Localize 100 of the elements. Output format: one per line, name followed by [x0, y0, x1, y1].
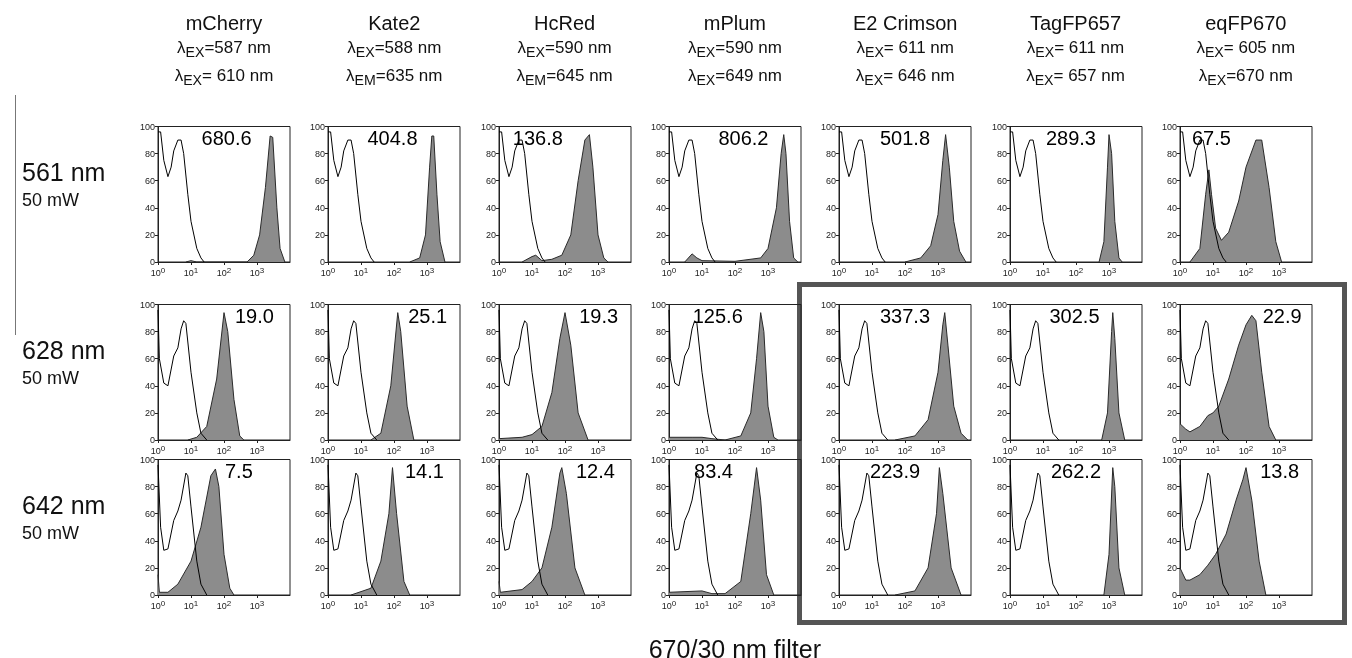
chart-title: Kate2: [367, 11, 422, 36]
y-tick-label: 60: [485, 508, 496, 519]
y-tick-label: 100: [1161, 299, 1177, 310]
annotation: 125.6: [692, 305, 743, 327]
y-tick-label: 60: [144, 175, 155, 186]
y-tick-label: 60: [655, 508, 666, 519]
text: λ$_{EX}$=590 nm λ$_{EX}$=649 nm: [687, 38, 782, 89]
y-tick-label: 20: [144, 407, 155, 418]
text: λ$_{EX}$=588 nm λ$_{EM}$=635 nm: [346, 38, 443, 89]
y-tick-label: 100: [1161, 121, 1177, 132]
y-tick-label: 0: [660, 435, 666, 445]
y-axis-title: 628 nm 50 mW: [22, 335, 107, 390]
annotation: 223.9: [870, 460, 921, 482]
y-tick-label: 20: [655, 229, 666, 240]
y-tick-label: 0: [1171, 257, 1177, 267]
y-tick-label: 0: [1001, 257, 1007, 267]
y-tick-label: 100: [310, 121, 326, 132]
y-tick-label: 100: [650, 299, 666, 310]
y-tick-label: 40: [996, 535, 1007, 546]
y-tick-label: 20: [1166, 407, 1177, 418]
y-tick-label: 100: [1161, 454, 1177, 465]
annotation: 337.3: [880, 305, 931, 327]
annotation: 19.3: [578, 305, 618, 327]
y-tick-label: 60: [315, 508, 326, 519]
y-tick-label: 80: [315, 148, 326, 159]
y-tick-label: 0: [660, 257, 666, 267]
y-tick-label: 60: [655, 353, 666, 364]
y-tick-label: 60: [826, 175, 837, 186]
line-series: [498, 464, 548, 596]
y-tick-label: 40: [485, 380, 496, 391]
y-tick-label: 100: [310, 454, 326, 465]
y-tick-label: 60: [996, 353, 1007, 364]
y-tick-label: 40: [1166, 380, 1177, 391]
y-tick-label: 80: [655, 326, 666, 337]
y-tick-label: 60: [144, 353, 155, 364]
y-tick-label: 40: [315, 535, 326, 546]
y-tick-label: 80: [315, 326, 326, 337]
y-tick-label: 40: [485, 202, 496, 213]
y-tick-label: 40: [144, 380, 155, 391]
y-tick-label: 20: [826, 562, 837, 573]
annotation: 501.8: [880, 127, 931, 149]
y-tick-label: 80: [1166, 326, 1177, 337]
y-tick-label: 0: [1001, 435, 1007, 445]
annotation: 19.0: [234, 305, 274, 327]
text: λ$_{EX}$=587 nm λ$_{EX}$= 610 nm: [174, 38, 274, 89]
annotation: 13.8: [1259, 460, 1299, 482]
annotation: 7.5: [225, 460, 253, 482]
y-tick-label: 40: [826, 380, 837, 391]
y-tick-label: 20: [315, 407, 326, 418]
annotation: 22.9: [1262, 305, 1302, 327]
chart-title: HcRed: [533, 11, 597, 36]
y-tick-label: 60: [655, 175, 666, 186]
y-tick-label: 100: [480, 121, 496, 132]
y-tick-label: 100: [480, 454, 496, 465]
y-tick-label: 20: [1166, 562, 1177, 573]
y-tick-label: 20: [996, 407, 1007, 418]
line-series: [327, 464, 378, 596]
y-tick-label: 60: [485, 175, 496, 186]
annotation: 806.2: [718, 127, 769, 149]
y-tick-label: 60: [1166, 508, 1177, 519]
y-tick-label: 0: [1001, 590, 1007, 600]
y-tick-label: 100: [821, 299, 837, 310]
y-tick-label: 80: [826, 481, 837, 492]
y-tick-label: 100: [821, 121, 837, 132]
y-tick-label: 80: [996, 481, 1007, 492]
y-tick-label: 0: [320, 435, 326, 445]
y-tick-label: 80: [655, 148, 666, 159]
y-tick-label: 100: [650, 454, 666, 465]
y-tick-label: 40: [485, 535, 496, 546]
y-tick-label: 100: [650, 121, 666, 132]
annotation: 404.8: [367, 127, 418, 149]
line-series: [1179, 464, 1230, 596]
y-tick-label: 80: [996, 326, 1007, 337]
chart-title: mPlum: [702, 11, 767, 36]
y-tick-label: 20: [1166, 229, 1177, 240]
y-tick-label: 60: [1166, 175, 1177, 186]
annotation: 67.5: [1191, 127, 1231, 149]
y-tick-label: 40: [144, 202, 155, 213]
y-tick-label: 20: [655, 407, 666, 418]
y-tick-label: 80: [485, 481, 496, 492]
y-tick-label: 80: [1166, 481, 1177, 492]
y-tick-label: 80: [144, 481, 155, 492]
y-tick-label: 20: [485, 562, 496, 573]
chart-title: eqFP670: [1204, 11, 1288, 36]
chart-title: mCherry: [184, 11, 264, 36]
y-tick-label: 100: [991, 299, 1007, 310]
annotation: 262.2: [1050, 460, 1101, 482]
y-tick-label: 80: [315, 481, 326, 492]
y-tick-label: 60: [1166, 353, 1177, 364]
y-tick-label: 0: [1171, 590, 1177, 600]
chart-title: E2 Crimson: [851, 11, 959, 36]
y-tick-label: 40: [655, 535, 666, 546]
y-tick-label: 20: [996, 229, 1007, 240]
y-tick-label: 40: [144, 535, 155, 546]
annotation: 83.4: [693, 460, 733, 482]
y-tick-label: 20: [315, 229, 326, 240]
y-tick-label: 20: [655, 562, 666, 573]
y-tick-label: 80: [655, 481, 666, 492]
y-tick-label: 40: [996, 380, 1007, 391]
y-tick-label: 60: [144, 508, 155, 519]
